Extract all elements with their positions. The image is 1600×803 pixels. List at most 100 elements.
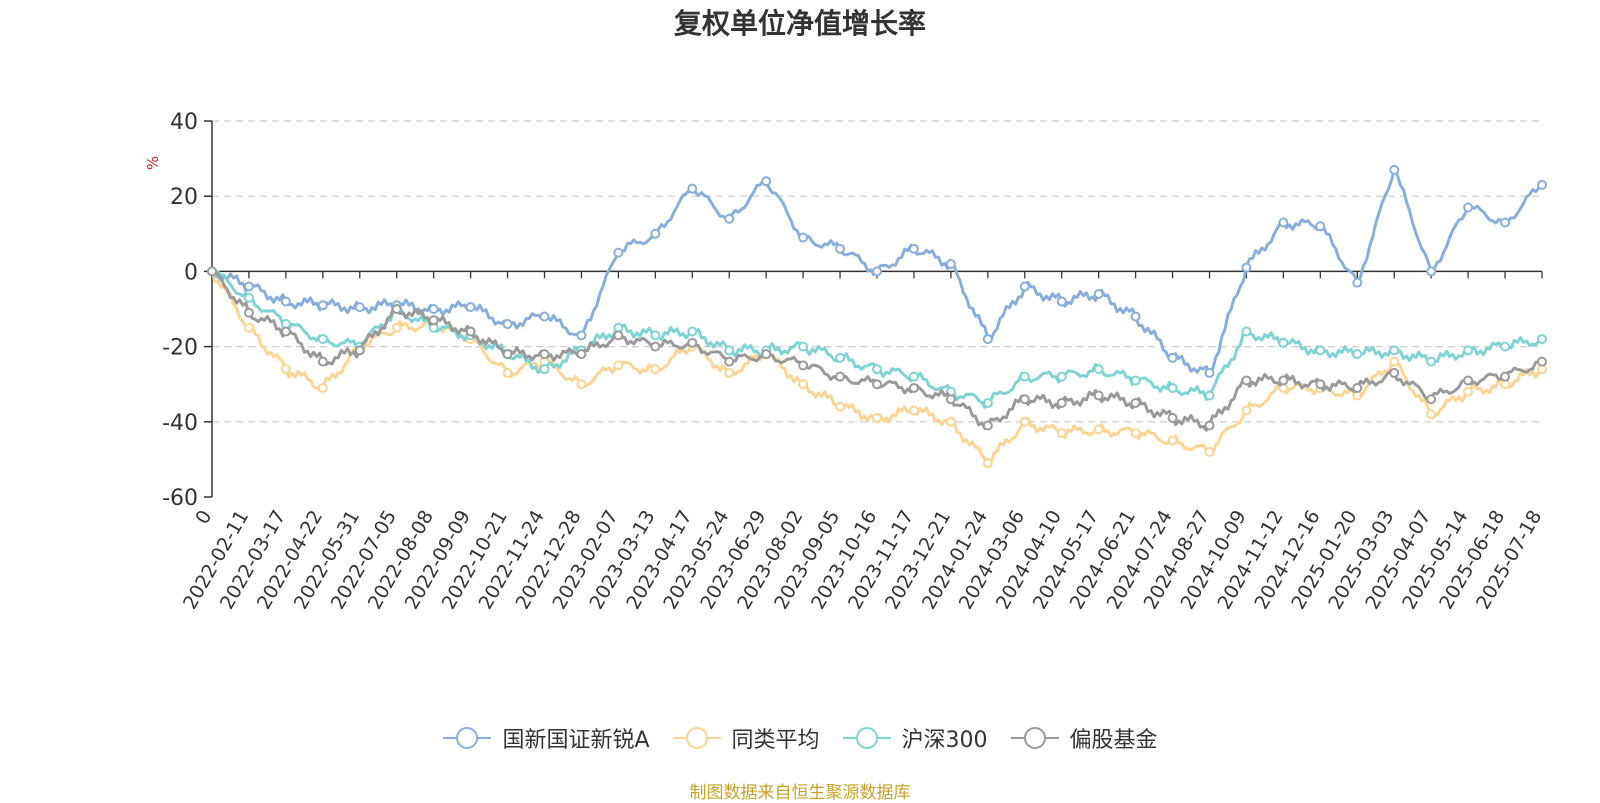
- data-point: [761, 176, 772, 187]
- data-point: [945, 394, 956, 405]
- data-point: [1056, 371, 1067, 382]
- data-point: [1167, 413, 1178, 424]
- data-point: [835, 401, 846, 412]
- data-point: [1093, 424, 1104, 435]
- data-point: [872, 413, 882, 424]
- data-point: [1389, 345, 1400, 356]
- data-point: [724, 356, 735, 367]
- data-point: [1093, 390, 1104, 401]
- data-point: [391, 322, 402, 333]
- data-point: [1241, 375, 1252, 386]
- data-point: [613, 247, 624, 258]
- data-point: [1315, 379, 1326, 390]
- legend-label: 同类平均: [731, 728, 820, 753]
- data-point: [982, 420, 993, 431]
- data-point: [1315, 345, 1326, 356]
- legend-label: 沪深300: [901, 728, 988, 753]
- data-point: [465, 302, 476, 313]
- data-point: [613, 330, 624, 341]
- data-point: [650, 228, 661, 239]
- data-point: [1389, 356, 1400, 367]
- data-point: [1130, 311, 1141, 322]
- data-point: [1056, 398, 1067, 408]
- data-point: [650, 330, 661, 341]
- data-point: [1204, 420, 1215, 431]
- y-tick-label: 20: [170, 185, 198, 210]
- source-note: 制图数据来自恒生聚源数据库: [689, 783, 911, 803]
- data-point: [724, 345, 735, 356]
- data-point: [1204, 367, 1215, 378]
- data-point: [982, 398, 993, 408]
- data-point: [1204, 390, 1215, 401]
- data-point: [1278, 337, 1289, 348]
- data-point: [1241, 405, 1252, 416]
- chart-title: 复权单位净值增长率: [673, 7, 926, 40]
- y-tick-label: 0: [184, 260, 198, 285]
- data-point: [761, 349, 772, 360]
- legend-swatch-icon: [672, 727, 721, 749]
- x-tick-label: 0: [191, 507, 216, 528]
- data-point: [1019, 281, 1030, 292]
- data-point: [945, 416, 956, 427]
- data-point: [502, 349, 513, 360]
- data-point: [243, 292, 254, 303]
- data-point: [1056, 296, 1067, 307]
- data-point: [872, 266, 882, 277]
- data-point: [1389, 367, 1400, 378]
- data-point: [1130, 428, 1141, 439]
- data-point: [1500, 371, 1511, 382]
- data-point: [1278, 217, 1289, 228]
- data-point: [1463, 386, 1474, 397]
- y-tick-label: -60: [162, 486, 198, 511]
- data-point: [280, 364, 291, 375]
- y-tick-label: -20: [162, 336, 198, 361]
- data-point: [243, 307, 254, 318]
- data-point: [428, 315, 439, 326]
- data-point: [1352, 382, 1363, 393]
- data-point: [428, 304, 439, 314]
- data-point: [1278, 375, 1289, 386]
- data-point: [1463, 202, 1474, 213]
- data-point: [317, 382, 328, 393]
- data-point: [1537, 179, 1547, 190]
- legend-item[interactable]: 国新国证新锐A: [442, 722, 650, 754]
- data-point: [1056, 428, 1067, 439]
- data-point: [945, 258, 956, 269]
- data-point: [835, 243, 846, 254]
- data-point: [317, 300, 328, 311]
- data-point: [317, 334, 328, 345]
- legend-swatch-icon: [443, 727, 492, 749]
- data-point: [317, 356, 328, 367]
- data-point: [1204, 446, 1215, 457]
- data-point: [1352, 277, 1363, 288]
- data-point: [872, 364, 882, 375]
- data-point: [1167, 352, 1178, 363]
- data-point: [982, 334, 993, 345]
- y-tick-label: 40: [170, 110, 198, 135]
- legend-item[interactable]: 沪深300: [842, 722, 988, 754]
- data-point: [650, 364, 661, 375]
- line-chart: -60-40-2002040%02022-02-112022-03-172022…: [144, 110, 1547, 613]
- legend-label: 偏股基金: [1069, 728, 1158, 753]
- data-point: [1426, 356, 1437, 367]
- data-point: [1241, 262, 1252, 273]
- data-point: [798, 341, 809, 352]
- data-point: [835, 352, 846, 363]
- chart-legend: 国新国证新锐A 同类平均 沪深300 偏股基金: [0, 722, 1600, 754]
- data-point: [1019, 371, 1030, 382]
- data-point: [1241, 326, 1252, 337]
- data-point: [872, 379, 882, 390]
- data-point: [576, 349, 587, 360]
- data-point: [1167, 435, 1178, 446]
- data-point: [280, 296, 291, 307]
- data-point: [1019, 416, 1030, 427]
- data-point: [1093, 288, 1104, 299]
- data-point: [1093, 364, 1104, 375]
- data-point: [1389, 164, 1400, 175]
- data-point: [1019, 394, 1030, 405]
- legend-item[interactable]: 同类平均: [672, 722, 820, 754]
- data-point: [908, 243, 919, 254]
- data-point: [798, 360, 809, 371]
- data-point: [835, 371, 846, 382]
- legend-item[interactable]: 偏股基金: [1010, 722, 1158, 754]
